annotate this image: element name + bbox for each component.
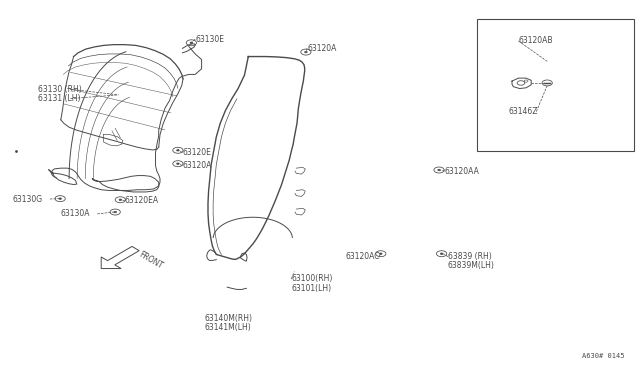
Circle shape [115,197,125,203]
Circle shape [55,196,65,202]
Circle shape [440,253,443,254]
Text: 63120A: 63120A [307,44,337,53]
Text: 63141M(LH): 63141M(LH) [205,323,252,332]
Text: 63146Z: 63146Z [509,107,538,116]
Text: 63131 (LH): 63131 (LH) [38,94,81,103]
Circle shape [114,211,116,213]
Circle shape [173,161,183,167]
Circle shape [436,251,447,257]
Text: 63120EA: 63120EA [125,196,159,205]
Circle shape [177,163,179,164]
Text: 63839 (RH): 63839 (RH) [448,252,492,261]
Circle shape [59,198,61,199]
Circle shape [305,51,307,53]
Circle shape [110,209,120,215]
Circle shape [434,167,444,173]
Circle shape [190,42,193,44]
Text: 63120AA: 63120AA [445,167,479,176]
Text: 63839M(LH): 63839M(LH) [448,262,495,270]
Text: 63120AB: 63120AB [518,36,553,45]
Circle shape [173,147,183,153]
Text: 63120E: 63120E [182,148,211,157]
Text: 63120A: 63120A [182,161,212,170]
Circle shape [376,251,386,257]
Circle shape [186,40,196,46]
Circle shape [438,169,440,171]
Text: 63100(RH): 63100(RH) [291,275,333,283]
Text: 63130G: 63130G [13,195,43,203]
Text: 63140M(RH): 63140M(RH) [205,314,253,323]
Text: 63130A: 63130A [61,209,90,218]
Text: 63120AC: 63120AC [346,252,380,261]
Circle shape [119,199,122,201]
Text: FRONT: FRONT [138,250,164,271]
Circle shape [301,49,311,55]
Text: 63130 (RH): 63130 (RH) [38,85,82,94]
Text: 63101(LH): 63101(LH) [291,284,332,293]
Circle shape [380,253,382,254]
FancyBboxPatch shape [477,19,634,151]
Circle shape [177,150,179,151]
Text: 63130E: 63130E [195,35,224,44]
Text: A630# 0145: A630# 0145 [582,353,624,359]
